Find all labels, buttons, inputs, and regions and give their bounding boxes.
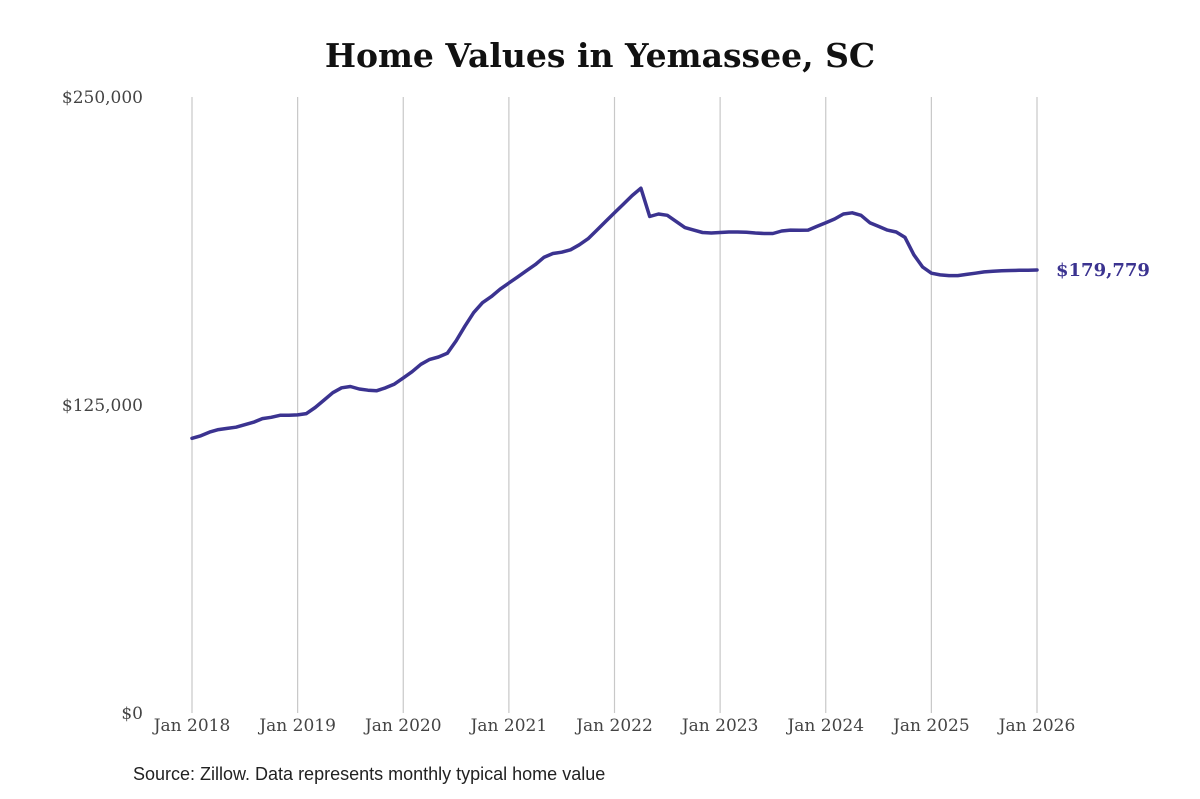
y-axis-ticks: $0 $125,000 $250,000 (62, 88, 143, 724)
x-tick-label: Jan 2026 (997, 716, 1076, 736)
x-axis-ticks: Jan 2018 Jan 2019 Jan 2020 Jan 2021 Jan 2022… (152, 716, 1076, 736)
end-label-layer: $179,779 (1056, 260, 1150, 281)
y-tick-label: $250,000 (62, 88, 143, 108)
y-tick-label: $0 (121, 704, 143, 724)
series-line (190, 186, 1039, 441)
x-tick-label: Jan 2020 (363, 716, 442, 736)
end-value-label: $179,779 (1056, 260, 1150, 281)
x-tick-label: Jan 2025 (891, 716, 970, 736)
x-tick-label: Jan 2021 (469, 716, 548, 736)
y-tick-label: $125,000 (62, 396, 143, 416)
series-layer (190, 186, 1039, 441)
source-note: Source: Zillow. Data represents monthly … (133, 764, 606, 784)
x-tick-label: Jan 2018 (152, 716, 231, 736)
gridlines (191, 97, 1038, 713)
x-tick-label: Jan 2022 (574, 716, 653, 736)
x-tick-label: Jan 2023 (680, 716, 759, 736)
x-tick-label: Jan 2024 (785, 716, 864, 736)
chart-title: Home Values in Yemassee, SC (324, 36, 876, 75)
x-tick-label: Jan 2019 (257, 716, 336, 736)
